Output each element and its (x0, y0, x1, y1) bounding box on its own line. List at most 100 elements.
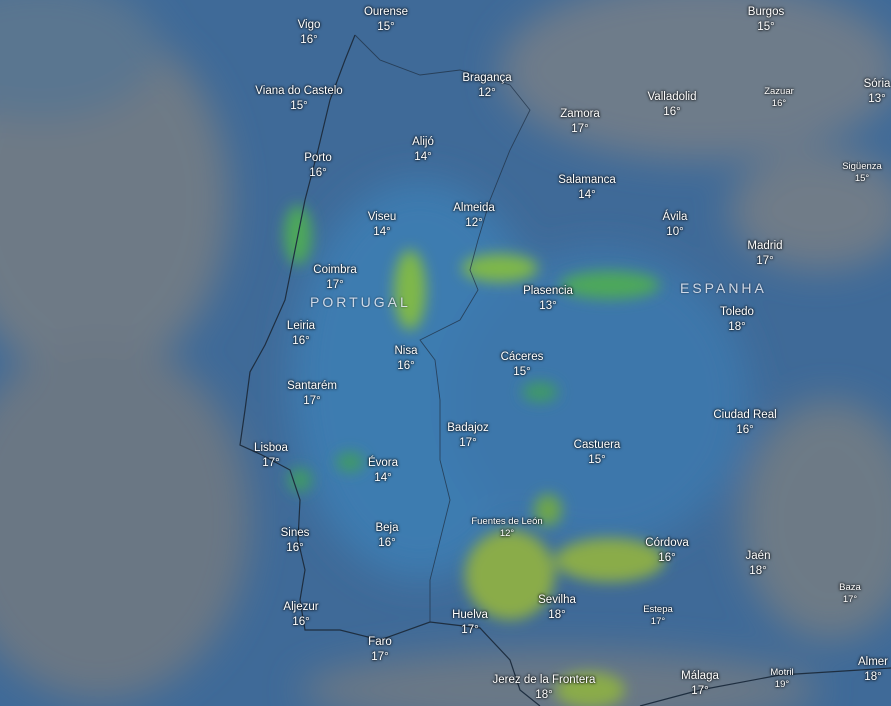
city-temperature: 17° (756, 255, 774, 267)
city-label: Castuera 15° (574, 438, 621, 468)
city-temperature: 15° (290, 100, 308, 112)
city-label: Ciudad Real 16° (713, 408, 776, 438)
city-name: Leiria (286, 320, 316, 332)
city-temperature: 19° (774, 679, 790, 690)
city-name: Jerez de la Frontera (492, 674, 596, 686)
city-temperature: 17° (303, 395, 321, 407)
city-temperature: 17° (459, 437, 477, 449)
city-label: Beja 16° (375, 521, 398, 551)
city-temperature: 17° (326, 279, 344, 291)
city-label: Cáceres 15° (501, 350, 544, 380)
city-name: Ourense (363, 6, 409, 18)
city-name: Salamanca (558, 174, 616, 186)
city-label: Santarém 17° (287, 379, 337, 409)
city-temperature: 16° (378, 537, 396, 549)
city-label: Burgos 15° (748, 5, 784, 35)
city-label: Plasencia 13° (523, 284, 573, 314)
city-label: Alijó 14° (412, 135, 434, 165)
city-name: Zazuar (764, 86, 794, 97)
country-label: PORTUGAL (310, 294, 411, 310)
city-name: Vigo (297, 19, 321, 31)
city-name: Estepa (643, 604, 673, 615)
city-label: Évora 14° (368, 456, 398, 486)
city-temperature: 16° (286, 542, 304, 554)
city-name: Badajoz (447, 422, 489, 434)
city-label: Salamanca 14° (558, 173, 616, 203)
city-label: Zazuar 16° (764, 86, 794, 110)
city-name: Évora (367, 457, 399, 469)
city-name: Sória (863, 78, 891, 90)
city-label: Coimbra 17° (313, 263, 356, 293)
city-label: Sines 16° (281, 526, 310, 556)
city-label: Zamora 17° (560, 107, 600, 137)
city-temperature: 13° (868, 93, 886, 105)
precipitation (284, 205, 665, 706)
city-temperature: 17° (461, 624, 479, 636)
city-label: Faro 17° (368, 635, 392, 665)
city-temperature: 15° (513, 366, 531, 378)
city-temperature: 16° (309, 167, 327, 179)
city-label: Valladolid 16° (647, 90, 696, 120)
city-label: Ávila 10° (663, 210, 688, 240)
city-name: Alijó (412, 136, 434, 148)
city-label: Sigüenza 15° (842, 161, 882, 185)
city-name: Sines (280, 527, 310, 539)
city-temperature: 12° (478, 87, 496, 99)
city-label: Badajoz 17° (447, 421, 489, 451)
city-temperature: 17° (371, 651, 389, 663)
city-name: Castuera (573, 439, 621, 451)
city-temperature: 16° (658, 552, 676, 564)
city-name: Porto (304, 152, 332, 164)
city-temperature: 17° (842, 594, 858, 605)
city-temperature: 18° (864, 671, 882, 683)
city-name: Aljezur (283, 601, 319, 613)
city-temperature: 16° (397, 360, 415, 372)
city-name: Sevilha (538, 594, 576, 606)
city-label: Córdova 16° (645, 536, 688, 566)
city-label: Porto 16° (304, 151, 332, 181)
city-label: Vigo 16° (298, 18, 321, 48)
city-temperature: 18° (548, 609, 566, 621)
city-name: Almeida (453, 202, 495, 214)
city-temperature: 16° (292, 616, 310, 628)
city-temperature: 12° (499, 528, 515, 539)
city-label: Lisboa 17° (254, 441, 288, 471)
city-label: Leiria 16° (287, 319, 315, 349)
city-temperature: 15° (588, 454, 606, 466)
city-temperature: 18° (535, 689, 553, 701)
city-temperature: 15° (377, 21, 395, 33)
city-temperature: 16° (771, 98, 787, 109)
city-name: Lisboa (254, 442, 288, 454)
city-label: Jerez de la Frontera 18° (493, 673, 596, 703)
city-temperature: 13° (539, 300, 557, 312)
city-label: Almeida 12° (453, 201, 495, 231)
city-temperature: 17° (691, 685, 709, 697)
city-label: Baza 17° (839, 582, 861, 606)
city-name: Toledo (720, 306, 754, 318)
city-temperature: 16° (300, 34, 318, 46)
city-name: Jaén (745, 550, 771, 562)
city-temperature: 15° (854, 173, 870, 184)
city-label: Aljezur 16° (283, 600, 318, 630)
city-name: Motril (770, 667, 794, 678)
city-label: Fuentes de León 12° (471, 516, 542, 540)
city-label: Viana do Castelo 15° (255, 84, 342, 114)
city-name: Viana do Castelo (255, 85, 343, 97)
city-temperature: 18° (749, 565, 767, 577)
city-name: Santarém (287, 380, 337, 392)
city-label: Estepa 17° (643, 604, 673, 628)
city-temperature: 17° (262, 457, 280, 469)
city-temperature: 16° (292, 335, 310, 347)
city-name: Nisa (394, 345, 418, 357)
city-label: Motril 19° (770, 667, 793, 691)
city-temperature: 15° (757, 21, 775, 33)
city-label: Viseu 14° (368, 210, 397, 240)
city-temperature: 14° (578, 189, 596, 201)
city-name: Coimbra (313, 264, 357, 276)
city-label: Málaga 17° (681, 669, 719, 699)
city-label: Jaén 18° (746, 549, 771, 579)
border (354, 34, 531, 622)
city-name: Viseu (367, 211, 397, 223)
city-name: Zamora (560, 108, 600, 120)
